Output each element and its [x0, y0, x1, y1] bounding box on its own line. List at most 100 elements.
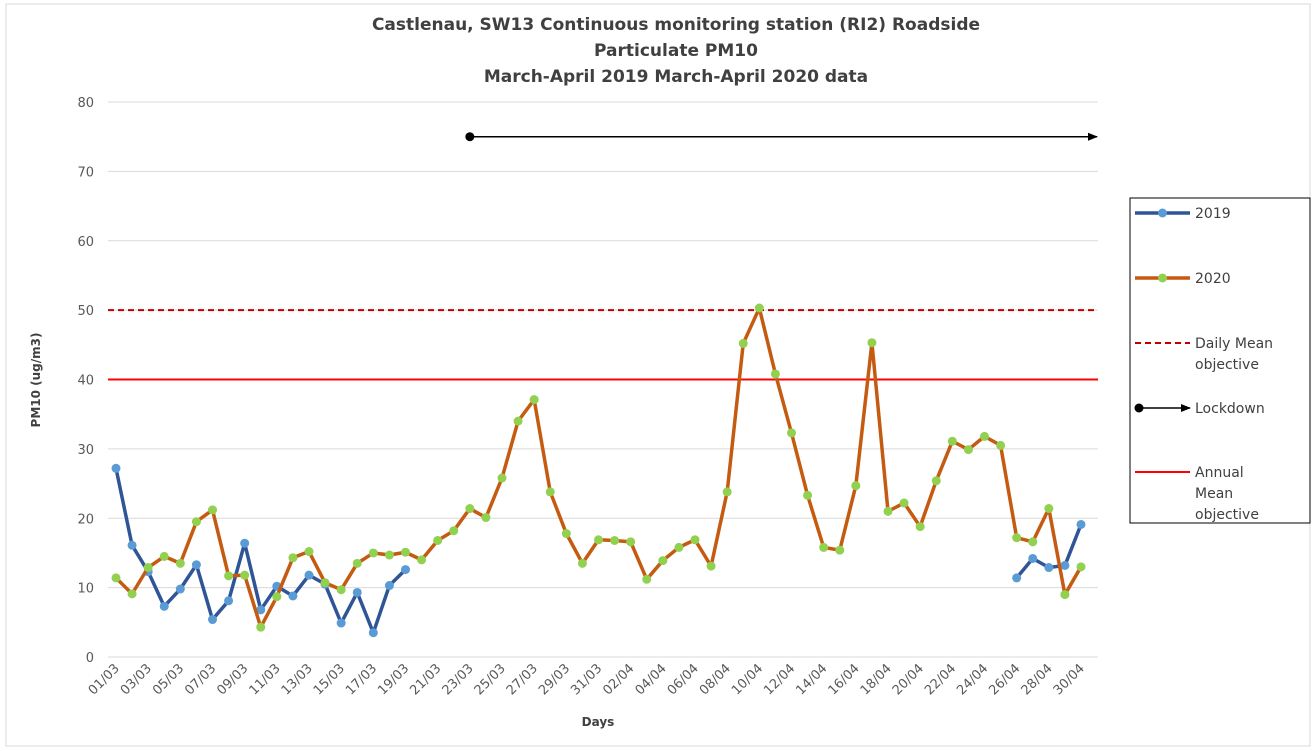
data-point	[915, 522, 925, 532]
legend-marker	[1158, 273, 1167, 283]
data-point	[191, 517, 201, 527]
y-tick-label: 60	[77, 235, 94, 250]
y-tick-label: 30	[77, 443, 94, 458]
data-point	[320, 578, 330, 588]
data-point	[497, 473, 507, 483]
data-point	[770, 369, 780, 379]
legend-box	[1129, 197, 1311, 524]
data-point	[722, 487, 732, 497]
data-point	[738, 338, 748, 348]
data-point	[417, 555, 427, 565]
data-point	[996, 440, 1006, 450]
y-tick-label: 80	[77, 96, 94, 111]
data-point	[577, 558, 587, 568]
chart-title: Castlenau, SW13 Continuous monitoring st…	[372, 15, 980, 35]
y-tick-label: 50	[77, 304, 94, 319]
data-point	[208, 615, 217, 625]
y-tick-label: 70	[77, 165, 94, 180]
legend-label: 2020	[1195, 271, 1231, 287]
data-point	[1044, 563, 1054, 573]
data-point	[899, 498, 909, 508]
data-point	[1028, 553, 1038, 563]
data-point	[1028, 537, 1038, 547]
data-point	[304, 570, 314, 580]
x-axis-title: Days	[582, 715, 615, 729]
data-point	[336, 618, 346, 628]
data-point	[127, 589, 137, 599]
data-point	[1044, 504, 1054, 514]
legend-label-line: 2019	[1195, 206, 1231, 222]
data-point	[1076, 519, 1086, 529]
data-point	[883, 506, 893, 516]
data-point	[626, 537, 636, 547]
legend-label-line: Annual	[1195, 465, 1244, 481]
data-point	[256, 622, 266, 632]
data-point	[240, 570, 250, 580]
data-point	[513, 416, 523, 426]
data-point	[1012, 573, 1022, 583]
chart-border	[5, 3, 1311, 747]
data-point	[159, 551, 169, 561]
data-point	[288, 553, 298, 563]
legend-label-line: objective	[1195, 357, 1259, 373]
data-point	[1060, 560, 1070, 570]
legend-label-line: Mean	[1195, 486, 1233, 502]
legend-label: Daily Mean objective	[1195, 336, 1273, 373]
data-point	[111, 573, 121, 583]
legend-marker	[1134, 403, 1144, 413]
data-point	[111, 463, 121, 473]
data-point	[610, 535, 620, 545]
y-tick-label: 20	[77, 512, 94, 527]
data-point	[272, 592, 282, 602]
chart-subtitle: Particulate PM10	[594, 41, 758, 61]
legend-label-line: Lockdown	[1195, 401, 1265, 417]
data-point	[352, 558, 362, 568]
data-point	[594, 535, 603, 545]
data-point	[561, 529, 571, 539]
data-point	[288, 591, 298, 601]
lockdown-start	[465, 132, 475, 142]
data-point	[433, 535, 443, 545]
data-point	[175, 584, 185, 594]
legend-label-line: 2020	[1195, 271, 1231, 287]
y-tick-label: 10	[77, 582, 94, 597]
data-point	[143, 563, 153, 573]
data-point	[754, 303, 764, 313]
legend-label: 2019	[1195, 206, 1231, 222]
data-point	[240, 538, 250, 548]
data-point	[224, 596, 234, 606]
legend-marker	[1158, 208, 1167, 218]
data-point	[384, 550, 394, 560]
data-point	[963, 445, 973, 455]
data-point	[642, 574, 652, 584]
data-point	[931, 476, 941, 486]
data-point	[401, 565, 410, 575]
legend-label: Lockdown	[1195, 401, 1265, 417]
data-point	[175, 558, 185, 568]
data-point	[545, 487, 555, 497]
data-point	[851, 481, 861, 491]
data-point	[336, 585, 346, 595]
data-point	[127, 540, 137, 550]
data-point	[803, 490, 813, 500]
legend-label: Annual Mean objective	[1195, 465, 1259, 523]
legend-label-line: Daily Mean	[1195, 336, 1273, 352]
data-point	[304, 547, 314, 557]
y-axis-title: PM10 (ug/m3)	[29, 333, 43, 428]
data-point	[368, 548, 378, 558]
data-point	[384, 581, 394, 591]
data-point	[401, 547, 410, 557]
data-point	[208, 505, 217, 515]
data-point	[867, 338, 877, 348]
y-tick-label: 0	[86, 651, 94, 666]
data-point	[706, 561, 716, 571]
data-point	[787, 428, 796, 438]
data-point	[224, 571, 234, 581]
data-point	[191, 560, 201, 570]
data-point	[481, 513, 491, 523]
data-point	[1076, 562, 1086, 572]
data-point	[674, 542, 684, 552]
data-point	[658, 556, 668, 566]
data-point	[529, 395, 539, 405]
